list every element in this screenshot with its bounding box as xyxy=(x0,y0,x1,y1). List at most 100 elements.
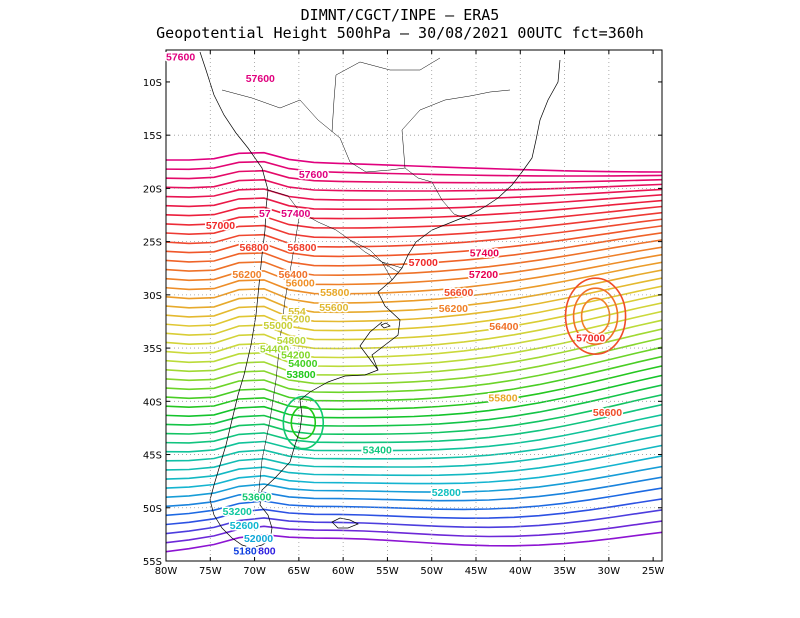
contour-label: 57 xyxy=(259,208,271,220)
contour-label: 57000 xyxy=(576,333,605,345)
contour-line xyxy=(166,253,662,295)
contour-label: 56200 xyxy=(232,269,261,281)
contour-line xyxy=(166,310,662,359)
country-borders xyxy=(221,57,511,501)
lat-tick-label: 55S xyxy=(143,557,162,568)
atlantic-coastline xyxy=(251,59,561,549)
contour-line xyxy=(166,355,662,402)
contour-label: 55200 xyxy=(281,314,310,326)
contour-label: 57600 xyxy=(299,169,328,181)
contour-label: 56200 xyxy=(439,303,468,315)
contour-lines xyxy=(166,151,662,553)
lat-tick-label: 30S xyxy=(143,291,162,302)
lat-tick-label: 35S xyxy=(143,344,162,355)
lon-tick-label: 45W xyxy=(465,566,488,577)
contour-label: 55800 xyxy=(488,392,517,404)
lon-tick-label: 70W xyxy=(243,566,266,577)
lat-tick-label: 10S xyxy=(143,78,162,89)
contour-line xyxy=(166,509,662,535)
contour-line xyxy=(166,337,662,385)
contour-line xyxy=(166,384,662,427)
contour-label: 54800 xyxy=(277,335,306,347)
lon-tick-label: 50W xyxy=(420,566,443,577)
contour-line xyxy=(166,293,662,341)
contour-line xyxy=(166,261,662,304)
contour-label: 54400 xyxy=(260,343,289,355)
contour-label: 57600 xyxy=(166,52,195,64)
small-island xyxy=(380,322,391,329)
contour-line xyxy=(166,531,662,553)
high-pressure-contour xyxy=(572,287,619,345)
contour-line xyxy=(166,465,662,498)
contour-label: 52600 xyxy=(230,520,259,532)
contour-label: 57000 xyxy=(409,257,438,269)
high-pressure-contour xyxy=(564,277,627,355)
lon-tick-label: 75W xyxy=(199,566,222,577)
contour-label: 52000 xyxy=(244,533,273,545)
contour-line xyxy=(166,374,662,419)
contour-line xyxy=(166,205,662,229)
contour-label: 57400 xyxy=(470,248,499,260)
lon-tick-label: 65W xyxy=(288,566,311,577)
lat-tick-label: 15S xyxy=(143,131,162,142)
lat-tick-label: 50S xyxy=(143,504,162,515)
contour-label: 55000 xyxy=(263,320,292,332)
contour-label: 51800 xyxy=(233,546,262,558)
contour-line xyxy=(166,188,662,201)
contour-label: 56800 xyxy=(287,242,316,254)
high-pressure-contour xyxy=(580,297,611,335)
contour-label: 55600 xyxy=(319,302,348,314)
contour-line xyxy=(166,225,662,258)
contour-line xyxy=(166,239,662,277)
contour-line xyxy=(166,169,662,184)
contour-line xyxy=(166,403,662,444)
contour-label: 56600 xyxy=(444,287,473,299)
contour-line xyxy=(166,476,662,508)
falkland-islands xyxy=(331,517,359,529)
lon-tick-label: 60W xyxy=(332,566,355,577)
contour-line xyxy=(166,487,662,517)
contour-label: 800 xyxy=(258,546,276,558)
contour-line xyxy=(166,424,662,462)
contour-label: 54200 xyxy=(281,350,310,362)
contour-line xyxy=(166,434,662,471)
lon-tick-label: 25W xyxy=(642,566,665,577)
contour-label: 56400 xyxy=(489,321,518,333)
contour-line xyxy=(166,151,662,173)
contour-line xyxy=(166,199,662,220)
chart-title-line-2: Geopotential Height 500hPa – 30/08/2021 … xyxy=(156,24,644,42)
lon-tick-label: 35W xyxy=(553,566,576,577)
rio-de-la-plata xyxy=(359,321,383,371)
contour-label: 554 xyxy=(288,306,306,318)
lon-tick-label: 55W xyxy=(376,566,399,577)
contour-label: 53800 xyxy=(286,369,315,381)
lon-tick-label: 40W xyxy=(509,566,532,577)
lon-tick-label: 80W xyxy=(155,566,178,577)
contour-line xyxy=(166,455,662,489)
contour-line xyxy=(166,285,662,332)
contour-line xyxy=(166,394,662,435)
lat-tick-label: 25S xyxy=(143,238,162,249)
contour-label: 52800 xyxy=(432,487,461,499)
contour-label: 57200 xyxy=(469,269,498,281)
contour-line xyxy=(166,231,662,267)
contour-line xyxy=(166,328,662,376)
low-pressure-contour xyxy=(290,405,317,440)
contour-label: 56800 xyxy=(240,242,269,254)
contour-line xyxy=(166,194,662,210)
contour-label: 54000 xyxy=(288,358,317,370)
lat-tick-label: 40S xyxy=(143,397,162,408)
contour-line xyxy=(166,520,662,544)
lat-tick-label: 45S xyxy=(143,451,162,462)
contour-label: 56000 xyxy=(286,277,315,289)
contour-label: 56600 xyxy=(593,407,622,419)
contour-line xyxy=(166,160,662,177)
contour-line xyxy=(166,319,662,368)
contour-label: 55800 xyxy=(320,287,349,299)
contour-line xyxy=(166,413,662,453)
contour-labels: 57600 57600 57600 57400 57 57400 57200 57000 570… xyxy=(165,50,624,559)
contour-label: 53200 xyxy=(223,506,252,518)
contour-label: 53400 xyxy=(363,444,392,456)
